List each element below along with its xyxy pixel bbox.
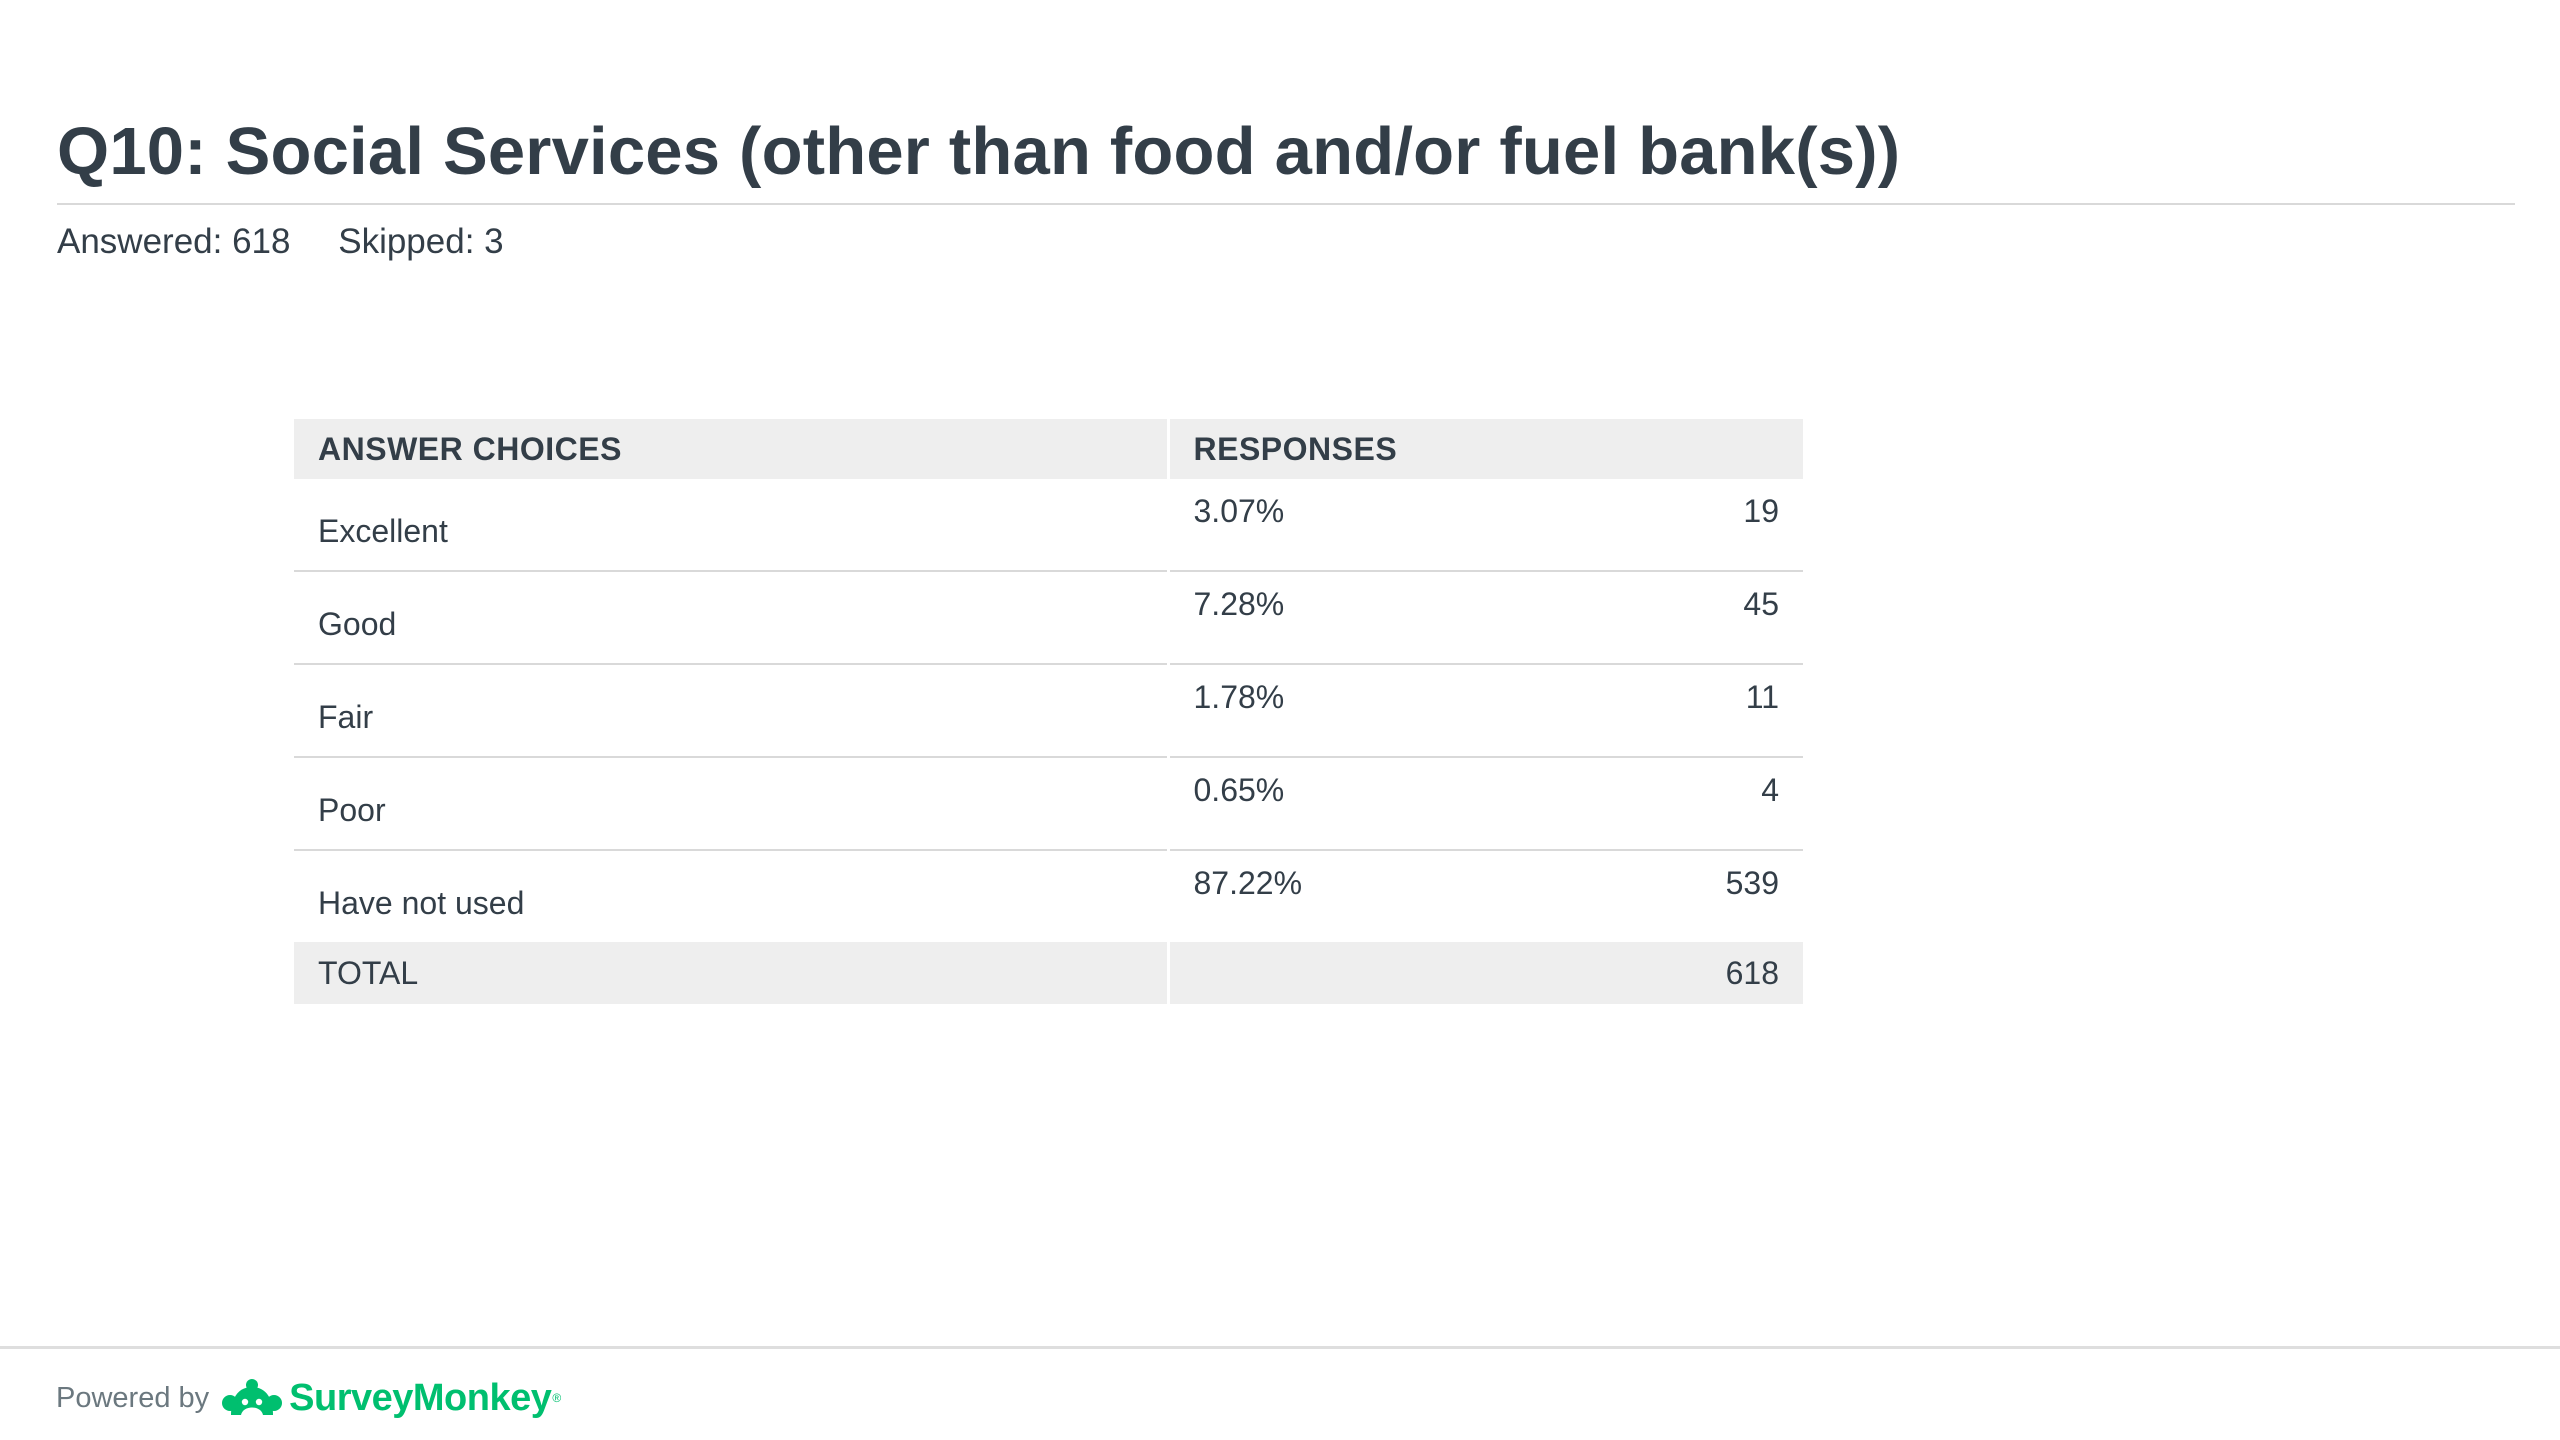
question-title: Q10: Social Services (other than food an…: [57, 114, 1901, 189]
response-stats: Answered: 618 Skipped: 3: [57, 220, 504, 264]
response-percent: 3.07%: [1168, 479, 1468, 572]
footer: Powered by SurveyMonkey ®: [56, 1368, 561, 1428]
response-count: 19: [1468, 479, 1804, 572]
total-count: 618: [1468, 942, 1804, 1004]
response-percent: 0.65%: [1168, 757, 1468, 851]
total-row: TOTAL 618: [294, 942, 1804, 1004]
powered-by-label: Powered by: [56, 1381, 210, 1414]
total-label: TOTAL: [294, 942, 1170, 1004]
answer-choices-header: ANSWER CHOICES: [294, 419, 1170, 479]
footer-divider: [0, 1346, 2560, 1349]
answer-choice: Have not used: [294, 850, 1170, 942]
skipped-count: Skipped: 3: [338, 222, 504, 261]
answer-choice: Fair: [294, 664, 1170, 758]
table-row: Poor 0.65% 4: [294, 757, 1804, 851]
table-row: Excellent 3.07% 19: [294, 479, 1804, 572]
response-percent: 7.28%: [1168, 571, 1468, 665]
response-count: 45: [1468, 571, 1804, 665]
table-row: Have not used 87.22% 539: [294, 850, 1803, 942]
table-header-row: ANSWER CHOICES RESPONSES: [294, 419, 1804, 479]
results-table: ANSWER CHOICES RESPONSES Excellent 3.07%…: [294, 419, 1804, 1004]
title-divider: [57, 203, 2515, 205]
registered-mark: ®: [552, 1391, 562, 1405]
answer-choice: Good: [294, 571, 1170, 665]
total-percent-cell: [1168, 942, 1468, 1004]
answer-choice: Excellent: [294, 479, 1170, 572]
surveymonkey-logo-text[interactable]: SurveyMonkey: [289, 1376, 552, 1419]
response-count: 4: [1468, 757, 1804, 851]
table-row: Fair 1.78% 11: [294, 664, 1804, 758]
response-percent: 87.22%: [1193, 865, 1303, 901]
response-percent: 1.78%: [1168, 664, 1468, 758]
responses-header: RESPONSES: [1168, 419, 1804, 479]
response-count: 11: [1468, 664, 1804, 758]
answered-count: Answered: 618: [57, 222, 291, 261]
answer-choice: Poor: [294, 757, 1170, 851]
response-count: 539: [1725, 865, 1780, 901]
table-row: Good 7.28% 45: [294, 571, 1804, 665]
surveymonkey-logo-icon[interactable]: [221, 1375, 283, 1421]
